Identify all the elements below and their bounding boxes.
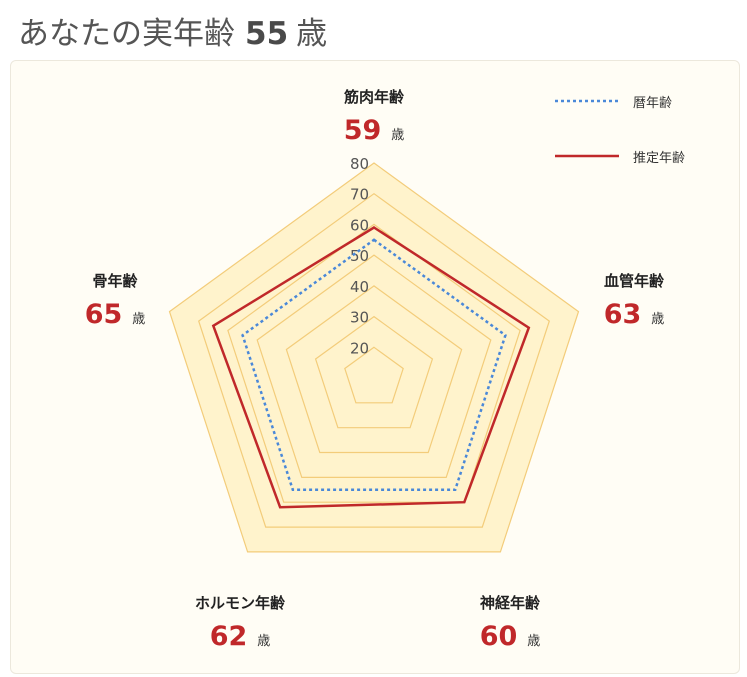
grid-ring-30	[314, 315, 434, 429]
axis-name: ホルモン年齢	[194, 594, 286, 612]
axis-value: 62	[209, 621, 248, 652]
grid-ring-20	[344, 346, 404, 404]
tick-label-50: 50	[350, 247, 369, 265]
radar-background	[169, 163, 579, 552]
tick-label-80: 80	[350, 155, 369, 173]
axis-label-hormone: ホルモン年齢 62 歳	[195, 592, 285, 652]
axis-value: 60	[479, 621, 518, 652]
axis-label-bone: 骨年齢 65 歳	[85, 270, 146, 330]
tick-label-60: 60	[350, 216, 369, 234]
axis-name: 血管年齢	[603, 272, 664, 290]
axis-label-muscle: 筋肉年齢 59 歳	[344, 86, 405, 146]
grid-ring-70	[197, 192, 551, 528]
chart-legend: 暦年齢 推定年齢	[553, 88, 685, 198]
legend-item-estimated-age: 推定年齢	[553, 143, 685, 169]
axis-unit: 歳	[651, 312, 665, 327]
grid-ring-60	[227, 223, 521, 503]
actual-age-value: 55	[245, 16, 289, 52]
legend-label: 暦年齢	[633, 95, 673, 111]
axis-name: 筋肉年齢	[343, 88, 404, 106]
legend-item-calendar-age: 暦年齢	[553, 88, 685, 114]
title-text: あなたの実年齢	[18, 16, 235, 52]
tick-label-70: 70	[350, 186, 369, 204]
axis-name: 神経年齢	[479, 594, 540, 612]
grid-ring-50	[256, 254, 492, 478]
grid-ring-40	[285, 285, 463, 454]
axis-label-vessel: 血管年齢 63 歳	[604, 270, 665, 330]
axis-unit: 歳	[257, 634, 271, 649]
series-line-1	[211, 226, 531, 509]
axis-label-nerve: 神経年齢 60 歳	[480, 592, 541, 652]
legend-label: 推定年齢	[633, 150, 686, 166]
axis-value: 63	[603, 299, 642, 330]
legend-swatch-solid	[555, 154, 619, 158]
page-title: あなたの実年齢 55 歳	[18, 8, 327, 53]
actual-age-unit: 歳	[296, 16, 328, 52]
axis-unit: 歳	[391, 128, 405, 143]
axis-value: 65	[84, 299, 123, 330]
axis-name: 骨年齢	[92, 272, 138, 290]
axis-value: 59	[343, 115, 382, 146]
tick-label-20: 20	[350, 339, 369, 357]
axis-unit: 歳	[527, 634, 541, 649]
tick-label-30: 30	[350, 309, 369, 327]
tick-label-40: 40	[350, 278, 369, 296]
grid-ring-80	[168, 162, 580, 553]
legend-swatch-dotted	[555, 99, 619, 103]
axis-unit: 歳	[132, 312, 146, 327]
